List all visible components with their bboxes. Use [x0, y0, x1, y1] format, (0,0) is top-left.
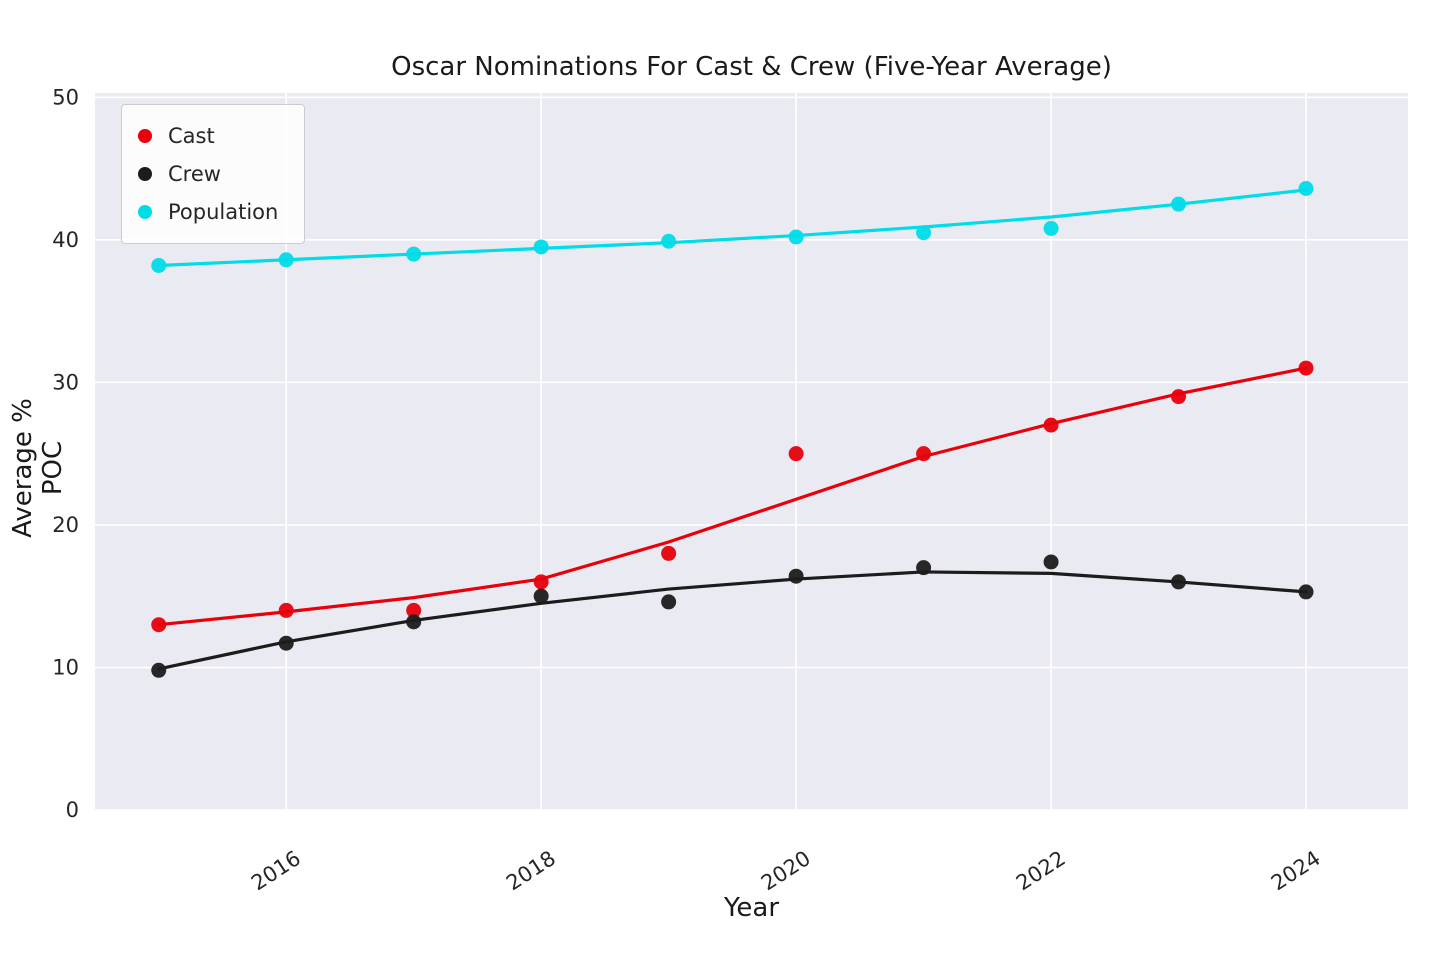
crew-data-point [788, 568, 804, 584]
y-tick-label: 50 [52, 85, 79, 109]
population-marker-icon [138, 205, 152, 219]
cast-data-point [788, 446, 804, 462]
y-tick-label: 40 [52, 228, 79, 252]
legend-item-cast: Cast [138, 117, 278, 155]
population-data-point [151, 257, 167, 273]
x-tick-label: 2016 [247, 846, 305, 895]
y-tick-label: 20 [52, 513, 79, 537]
crew-marker-icon [138, 167, 152, 181]
population-data-point [788, 229, 804, 245]
population-data-point [1171, 196, 1187, 212]
y-tick-label: 10 [52, 655, 79, 679]
legend-item-population: Population [138, 193, 278, 231]
cast-data-point [278, 602, 294, 618]
crew-data-point [533, 588, 549, 604]
legend-label-cast: Cast [168, 124, 215, 148]
legend-item-crew: Crew [138, 155, 278, 193]
crew-data-point [1043, 554, 1059, 570]
plot-area [95, 93, 1408, 810]
cast-data-point [916, 446, 932, 462]
y-tick-label: 30 [52, 370, 79, 394]
cast-data-point [151, 617, 167, 633]
x-tick-label: 2020 [757, 846, 815, 895]
population-data-point [533, 239, 549, 255]
crew-data-point [278, 635, 294, 651]
population-data-point [1043, 220, 1059, 236]
y-tick-label: 0 [66, 798, 79, 822]
cast-data-point [406, 602, 422, 618]
cast-trend-line [157, 366, 1308, 627]
population-data-point [916, 225, 932, 241]
population-trend-line [157, 188, 1308, 268]
x-tick-label: 2018 [502, 846, 560, 895]
crew-data-point [1298, 584, 1314, 600]
legend-label-population: Population [168, 200, 279, 224]
crew-data-point [151, 662, 167, 678]
crew-data-point [916, 560, 932, 576]
legend-label-crew: Crew [168, 162, 221, 186]
cast-data-point [1171, 389, 1187, 405]
cast-data-point [533, 574, 549, 590]
population-data-point [1298, 181, 1314, 197]
population-data-point [278, 252, 294, 268]
crew-trend-line [157, 570, 1308, 671]
population-data-point [661, 233, 677, 249]
cast-marker-icon [138, 129, 152, 143]
legend: Cast Crew Population [121, 104, 306, 244]
cast-data-point [1298, 360, 1314, 376]
x-tick-label: 2024 [1267, 846, 1325, 895]
y-axis-label: Average % POC [8, 398, 68, 538]
crew-data-point [661, 594, 677, 610]
population-data-point [406, 246, 422, 262]
crew-data-point [1171, 574, 1187, 590]
chart-title: Oscar Nominations For Cast & Crew (Five-… [391, 52, 1112, 82]
x-axis-label: Year [723, 893, 780, 923]
crew-data-point [406, 614, 422, 630]
cast-data-point [1043, 417, 1059, 433]
x-tick-label: 2022 [1012, 846, 1070, 895]
cast-data-point [661, 545, 677, 561]
